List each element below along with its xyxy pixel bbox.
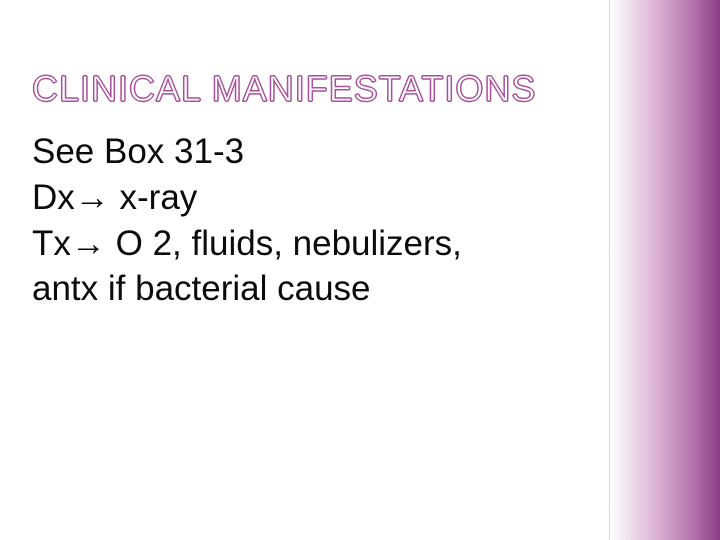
body-line-1: See Box 31-3 [32,130,592,174]
body-line-2: Dx→ x-ray [32,176,592,220]
slide: CLINICAL MANIFESTATIONS See Box 31-3 Dx→… [0,0,720,540]
side-gradient [610,0,720,540]
tx-value: O 2, fluids, nebulizers, [116,224,462,263]
body-line-4: antx if bacterial cause [32,267,592,311]
arrow-icon: → [71,224,106,263]
body-line-3: Tx→ O 2, fluids, nebulizers, [32,222,592,266]
slide-body: See Box 31-3 Dx→ x-ray Tx→ O 2, fluids, … [32,130,592,313]
dx-value: x-ray [120,178,198,217]
tx-label: Tx [32,224,71,263]
slide-title: CLINICAL MANIFESTATIONS [32,68,536,110]
dx-label: Dx [32,178,75,217]
arrow-icon: → [75,178,110,217]
